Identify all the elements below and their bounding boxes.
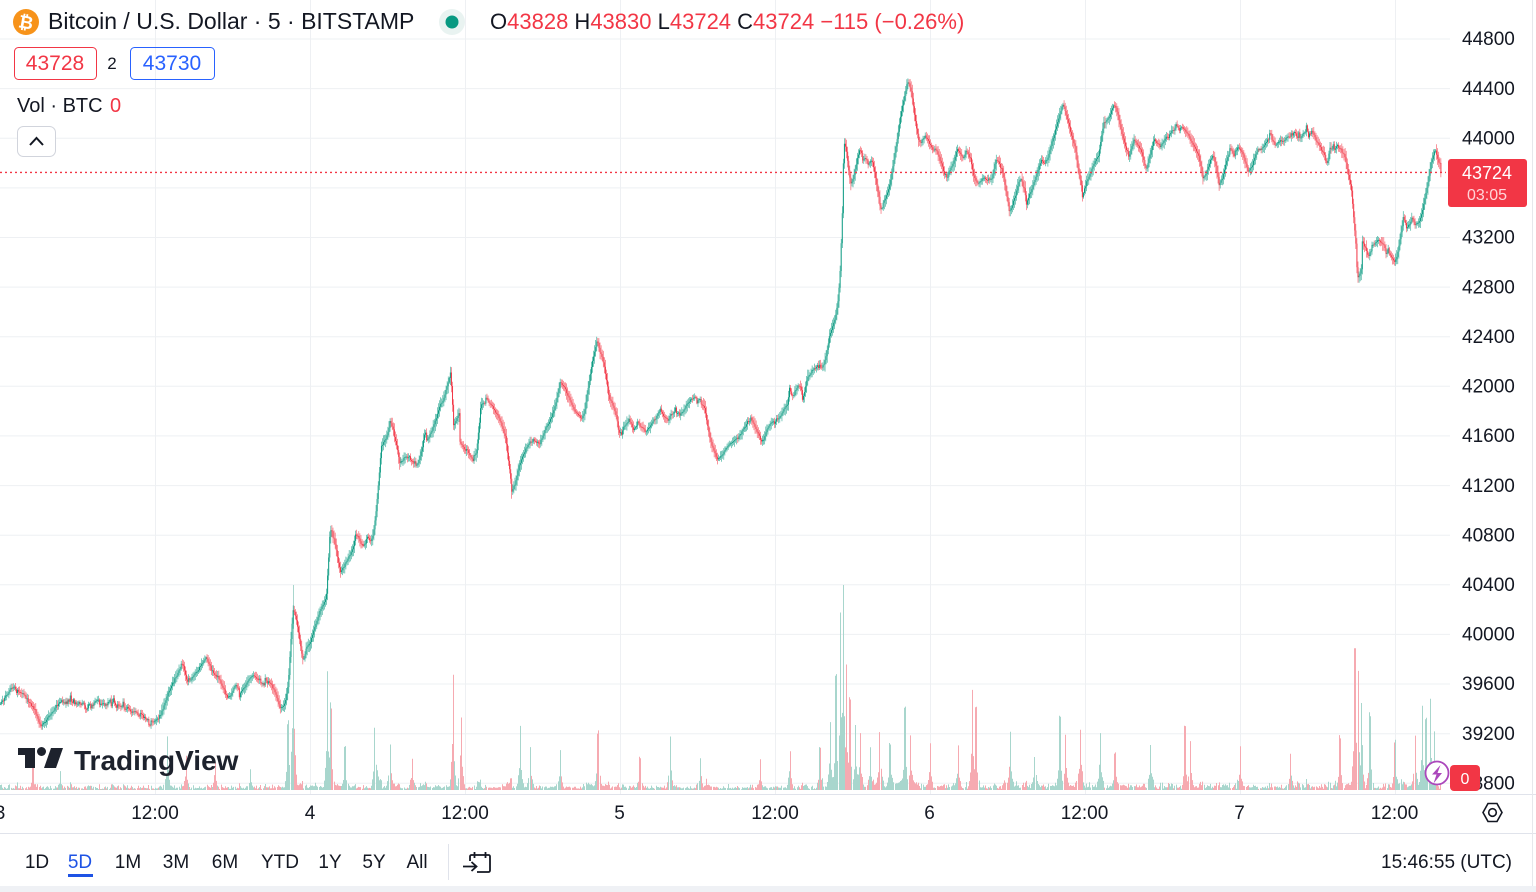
svg-text:43728: 43728 [26,52,84,75]
svg-text:O43828 H43830 L43724 C43724 −1: O43828 H43830 L43724 C43724 −115 (−0.26%… [490,9,964,34]
svg-text:7: 7 [1234,803,1245,824]
svg-text:12:00: 12:00 [441,803,489,824]
svg-text:42400: 42400 [1462,327,1515,348]
svg-text:1M: 1M [115,852,141,873]
svg-text:6: 6 [924,803,935,824]
svg-text:0: 0 [1461,771,1470,788]
svg-text:12:00: 12:00 [131,803,179,824]
svg-text:YTD: YTD [261,852,299,873]
svg-text:40800: 40800 [1462,525,1515,546]
svg-text:5D: 5D [68,852,92,873]
svg-text:All: All [406,852,427,873]
svg-text:6M: 6M [212,852,238,873]
svg-text:42800: 42800 [1462,277,1515,298]
svg-text:15:46:55 (UTC): 15:46:55 (UTC) [1381,852,1512,873]
svg-text:43200: 43200 [1462,228,1515,249]
svg-text:44000: 44000 [1462,128,1515,149]
svg-text:TradingView: TradingView [74,745,239,776]
svg-text:12:00: 12:00 [1371,803,1419,824]
svg-text:03:05: 03:05 [1467,187,1507,204]
svg-text:43724: 43724 [1462,163,1512,183]
svg-text:44800: 44800 [1462,29,1515,50]
svg-text:0: 0 [110,95,121,117]
svg-text:1D: 1D [25,852,49,873]
svg-text:₿: ₿ [17,11,35,33]
svg-text:44400: 44400 [1462,79,1515,100]
svg-text:40400: 40400 [1462,575,1515,596]
svg-text:41600: 41600 [1462,426,1515,447]
svg-text:5: 5 [614,803,625,824]
svg-text:4: 4 [305,803,316,824]
svg-text:39600: 39600 [1462,674,1515,695]
svg-text:1Y: 1Y [318,852,342,873]
svg-text:2: 2 [107,54,116,73]
svg-text:5Y: 5Y [362,852,386,873]
svg-text:Vol · BTC: Vol · BTC [17,95,103,117]
svg-text:12:00: 12:00 [1061,803,1109,824]
svg-text:43730: 43730 [143,52,201,75]
svg-text:42000: 42000 [1462,377,1515,398]
svg-text:Bitcoin / U.S. Dollar · 5 · BI: Bitcoin / U.S. Dollar · 5 · BITSTAMP [48,8,414,34]
svg-text:39200: 39200 [1462,724,1515,745]
svg-text:41200: 41200 [1462,476,1515,497]
svg-text:3M: 3M [163,852,189,873]
svg-text:3: 3 [0,803,5,824]
svg-text:12:00: 12:00 [751,803,799,824]
svg-text:40000: 40000 [1462,625,1515,646]
